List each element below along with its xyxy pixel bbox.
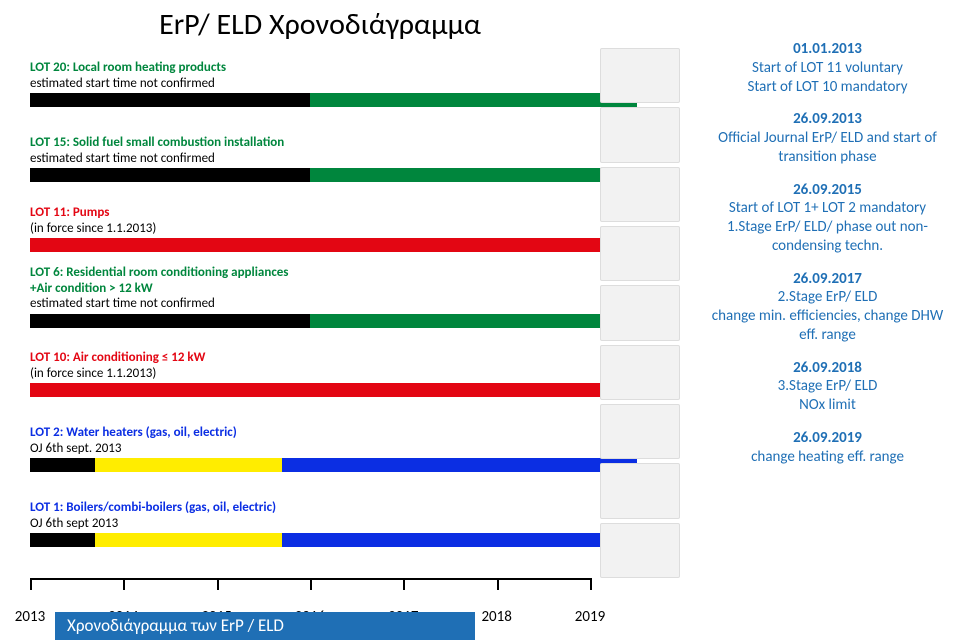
gantt-bar-segment [282,458,637,472]
gantt-row: LOT 11: Pumps(in force since 1.1.2013) [30,205,590,252]
milestone-block: 01.01.2013Start of LOT 11 voluntaryStart… [705,40,950,96]
gantt-bar-track [30,314,590,328]
gantt-bar-segment [95,533,282,547]
milestone-date: 26.09.2013 [705,110,950,129]
milestone-block: 26.09.2019change heating eff. range [705,429,950,467]
gantt-bar-segment [95,458,282,472]
gantt-row-label: LOT 10: Air conditioning ≤ 12 kW(in forc… [30,350,590,381]
product-image [600,226,680,281]
gantt-row: LOT 2: Water heaters (gas, oil, electric… [30,425,590,472]
gantt-bar-track [30,458,590,472]
product-image [600,345,680,400]
milestone-text: Start of LOT 1+ LOT 2 mandatory1.Stage E… [705,199,950,255]
milestone-block: 26.09.2013Official Journal ErP/ ELD and … [705,110,950,166]
milestone-text: change heating eff. range [705,448,950,467]
milestone-block: 26.09.20183.Stage ErP/ ELDNOx limit [705,359,950,415]
gantt-bar-segment [310,314,637,328]
gantt-bar-segment [282,533,637,547]
x-axis-year-label: 2013 [15,608,45,626]
gantt-bar-track [30,238,590,252]
milestone-date: 26.09.2019 [705,429,950,448]
gantt-bar-track [30,533,590,547]
milestone-text: 3.Stage ErP/ ELDNOx limit [705,377,950,415]
gantt-row: LOT 20: Local room heating productsestim… [30,60,590,107]
milestone-block: 26.09.2015Start of LOT 1+ LOT 2 mandator… [705,181,950,256]
gantt-row: LOT 1: Boilers/combi-boilers (gas, oil, … [30,500,590,547]
gantt-row-label: LOT 1: Boilers/combi-boilers (gas, oil, … [30,500,590,531]
milestone-date: 26.09.2017 [705,270,950,289]
product-image [600,48,680,103]
gantt-bar-track [30,93,590,107]
gantt-bar-segment [30,238,637,252]
milestone-date: 26.09.2015 [705,181,950,200]
page-title: ErP/ ELD Χρονοδιάγραμμα [0,6,640,43]
gantt-row-label: LOT 11: Pumps(in force since 1.1.2013) [30,205,590,236]
footer-caption: Χρονοδιάγραμμα των ErP / ELD [55,612,475,640]
gantt-row-label: LOT 2: Water heaters (gas, oil, electric… [30,425,590,456]
gantt-chart: LOT 20: Local room heating productsestim… [30,50,590,595]
gantt-row-label: LOT 20: Local room heating productsestim… [30,60,590,91]
product-image [600,285,680,340]
gantt-row-label: LOT 15: Solid fuel small combustion inst… [30,135,590,166]
product-image [600,167,680,222]
gantt-row: LOT 6: Residential room conditioning app… [30,265,590,328]
milestone-date: 26.09.2018 [705,359,950,378]
milestone-block: 26.09.20172.Stage ErP/ ELDchange min. ef… [705,270,950,345]
milestone-text: 2.Stage ErP/ ELDchange min. efficiencies… [705,288,950,344]
milestone-text: Official Journal ErP/ ELD and start of t… [705,129,950,167]
gantt-bar-segment [30,383,637,397]
x-axis-year-label: 2019 [575,608,605,626]
product-image [600,523,680,578]
gantt-row: LOT 10: Air conditioning ≤ 12 kW(in forc… [30,350,590,397]
gantt-bar-track [30,383,590,397]
product-image [600,107,680,162]
x-axis-year-label: 2018 [481,608,511,626]
product-image [600,404,680,459]
gantt-bar-segment [310,168,637,182]
gantt-bar-segment [310,93,637,107]
milestones-column: 01.01.2013Start of LOT 11 voluntaryStart… [705,40,950,480]
milestone-date: 01.01.2013 [705,40,950,59]
product-images-column [600,48,680,578]
gantt-bar-track [30,168,590,182]
milestone-text: Start of LOT 11 voluntaryStart of LOT 10… [705,59,950,97]
gantt-row: LOT 15: Solid fuel small combustion inst… [30,135,590,182]
product-image [600,463,680,518]
gantt-row-label: LOT 6: Residential room conditioning app… [30,265,590,312]
